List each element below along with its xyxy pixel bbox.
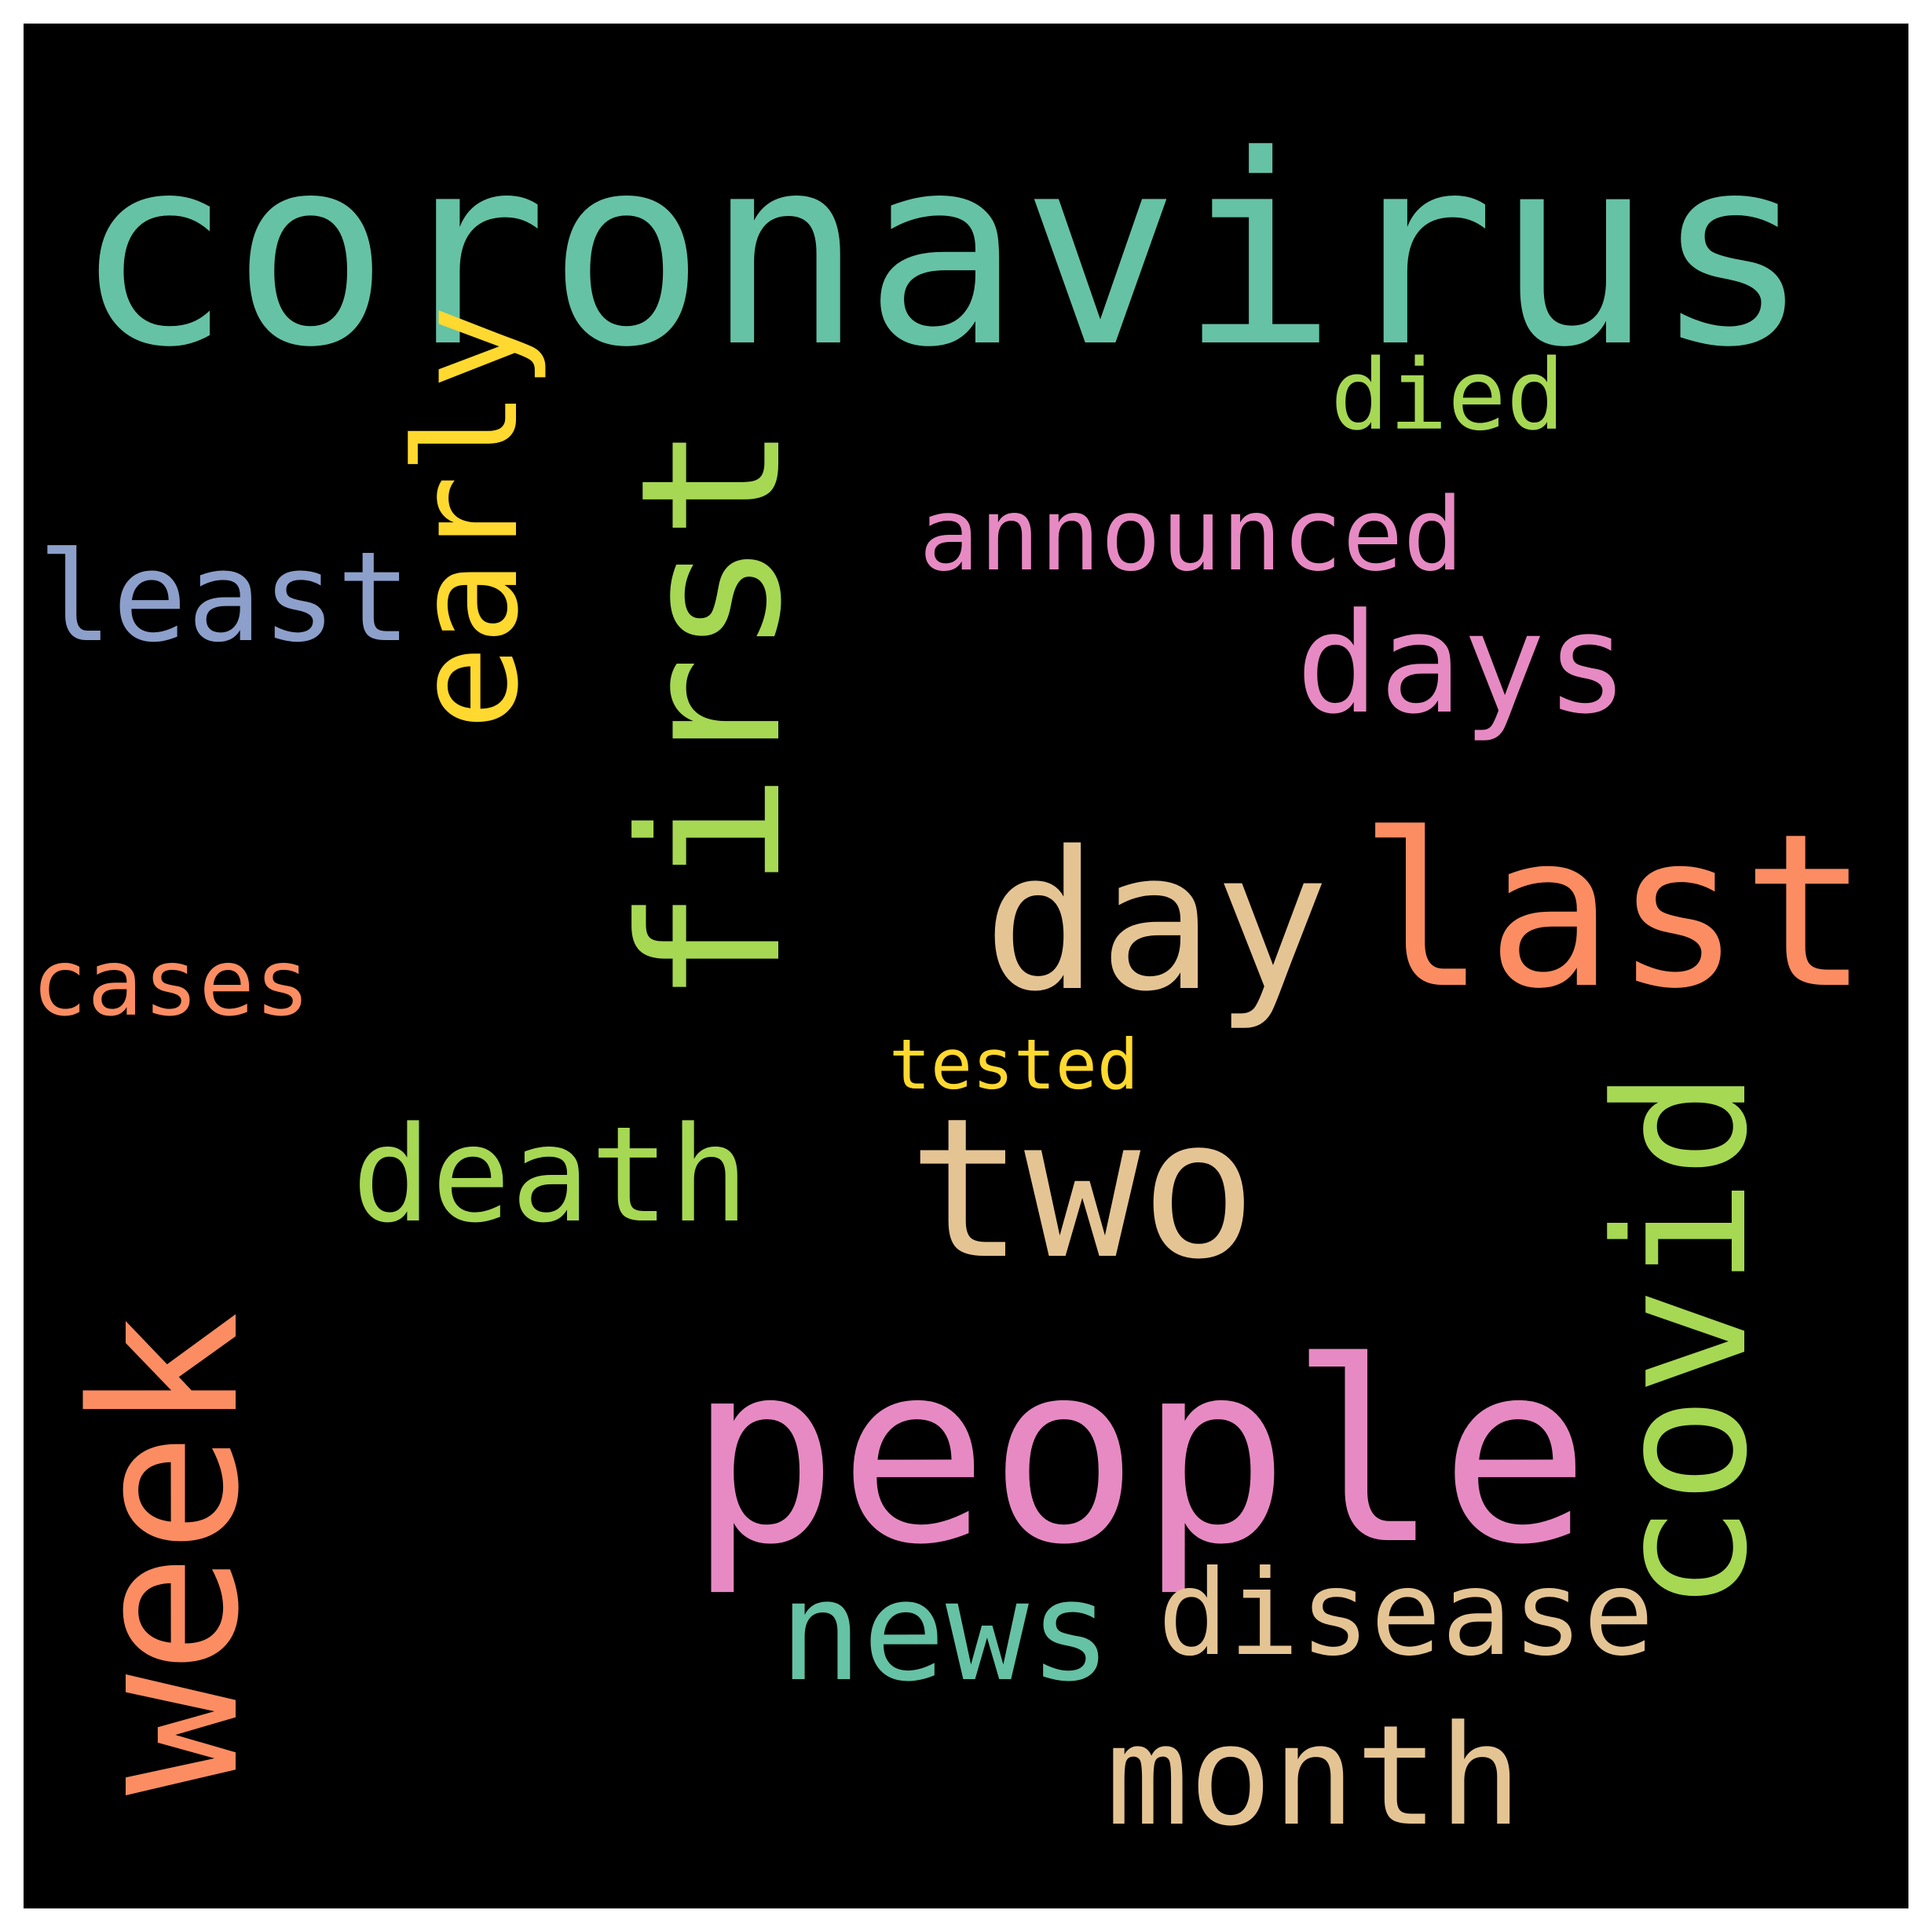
word-early: early [386,305,550,730]
word-month: month [1106,1696,1522,1857]
word-died: died [1330,339,1565,452]
word-first: first [600,423,825,1005]
word-days: days [1296,584,1629,745]
word-two: two [908,1078,1257,1302]
word-cloud-canvas: coronavirus people last day two first we… [24,24,1908,1908]
word-announced: announced [919,477,1464,594]
word-coronavirus: coronavirus [74,99,1811,404]
word-last: last [1359,788,1870,1035]
word-covid: covid [1578,1069,1787,1613]
word-people: people [688,1308,1590,1599]
word-day: day [983,810,1330,1034]
word-death: death [352,1098,749,1252]
word-tested: tested [889,1024,1139,1105]
word-news: news [779,1551,1112,1712]
word-disease: disease [1158,1546,1655,1682]
word-week: week [49,1311,284,1796]
word-cases: cases [31,928,311,1037]
word-least: least [38,525,412,670]
